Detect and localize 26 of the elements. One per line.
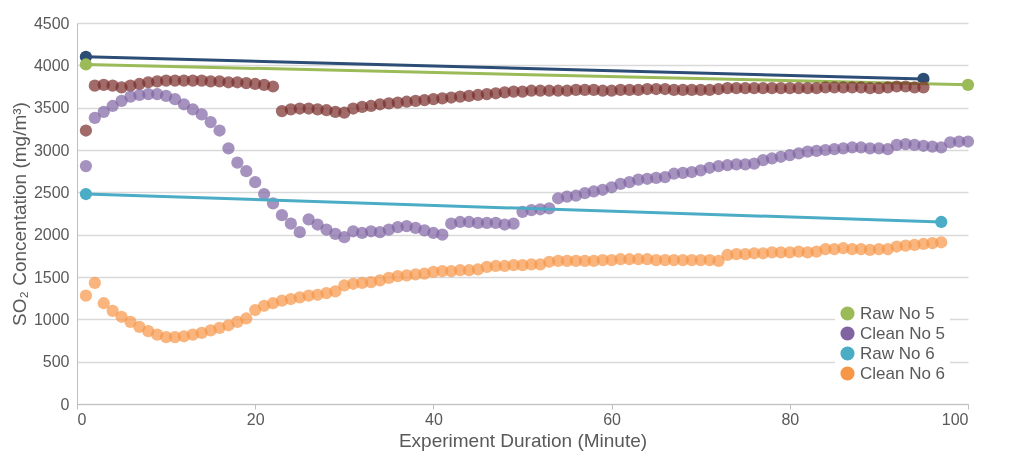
x-axis-title: Experiment Duration (Minute) <box>398 429 648 451</box>
y-tick-label: 1500 <box>33 268 70 286</box>
legend-label: Raw No 6 <box>860 343 935 363</box>
y-tick-label: 3000 <box>33 141 70 159</box>
legend-label: Raw No 5 <box>860 303 935 323</box>
x-tick-label: 60 <box>603 410 622 428</box>
x-tick-label: 0 <box>77 410 87 428</box>
y-tick-label: 2500 <box>33 183 70 201</box>
legend-label: Clean No 6 <box>860 363 946 383</box>
point <box>961 78 975 91</box>
y-tick-label: 500 <box>42 353 70 371</box>
point <box>79 58 93 71</box>
point <box>935 215 948 229</box>
point <box>79 187 93 201</box>
x-tick-label: 20 <box>246 410 265 428</box>
legend-label: Clean No 5 <box>860 323 946 343</box>
y-tick-label: 3500 <box>33 99 70 117</box>
y-tick-label: 1000 <box>33 310 70 328</box>
x-tick-label: 80 <box>781 410 800 428</box>
y-axis-title: SO₂ Concentation (mg/m³) <box>8 102 30 326</box>
x-tick-label: 100 <box>941 410 969 428</box>
y-tick-label: 0 <box>60 395 70 413</box>
x-tick-label: 40 <box>425 410 443 428</box>
y-tick-label: 4000 <box>33 56 70 74</box>
y-tick-label: 4500 <box>33 14 70 32</box>
y-tick-label: 2000 <box>33 226 70 244</box>
